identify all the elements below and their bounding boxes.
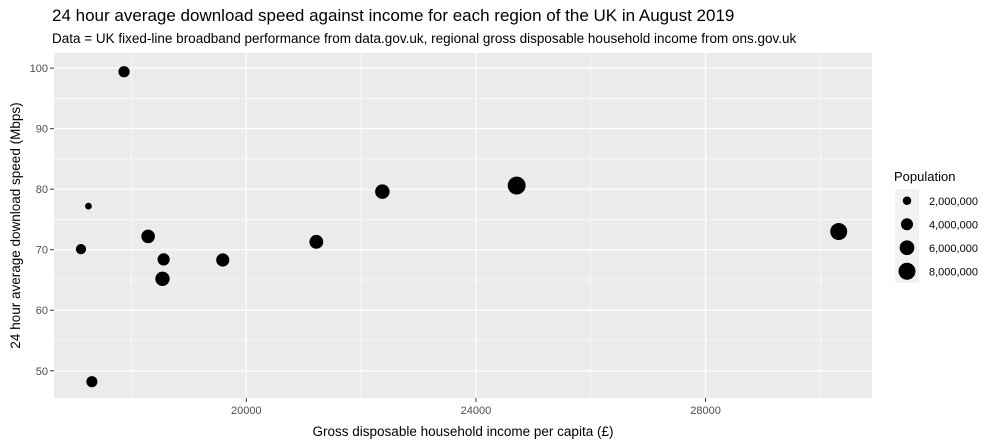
data-point — [216, 253, 230, 267]
legend-label: 4,000,000 — [929, 219, 978, 231]
y-tick-label: 80 — [36, 184, 48, 196]
axes: 20000 24000 28000 50 60 70 80 90 100 — [30, 63, 721, 417]
legend-label: 6,000,000 — [929, 243, 978, 255]
data-point — [75, 243, 87, 255]
x-axis-title: Gross disposable household income per ca… — [313, 424, 614, 439]
x-tick-label: 20000 — [231, 405, 262, 417]
legend-label: 8,000,000 — [929, 266, 978, 278]
data-point — [85, 202, 92, 210]
legend-key-point — [900, 218, 914, 231]
y-axis-title: 24 hour average download speed (Mbps) — [8, 102, 23, 348]
legend-key-point — [899, 240, 915, 256]
data-point — [830, 223, 848, 241]
plot-panel — [54, 53, 872, 398]
data-point — [141, 229, 155, 244]
chart-subtitle: Data = UK fixed-line broadband performan… — [52, 31, 797, 46]
legend-title: Population — [894, 169, 955, 184]
legend-label: 2,000,000 — [929, 196, 978, 208]
y-tick-label: 90 — [36, 124, 48, 136]
data-point — [118, 66, 130, 78]
data-point — [155, 271, 170, 286]
chart-title: 24 hour average download speed against i… — [52, 6, 735, 25]
y-tick-label: 100 — [30, 63, 48, 75]
data-point — [375, 184, 390, 199]
data-point — [86, 376, 98, 388]
grid-lines — [54, 53, 872, 398]
y-tick-label: 60 — [36, 305, 48, 317]
data-point — [309, 234, 324, 249]
y-tick-label: 50 — [36, 366, 48, 378]
data-point — [157, 253, 170, 266]
data-points — [75, 66, 848, 388]
data-point — [507, 176, 526, 195]
legend-key-point — [898, 262, 916, 280]
legend-key-point — [902, 196, 912, 205]
legend: Population 2,000,000 4,000,000 6,000,000 8,0… — [894, 169, 978, 283]
x-tick-label: 28000 — [690, 405, 721, 417]
x-tick-label: 24000 — [461, 405, 492, 417]
y-tick-label: 70 — [36, 245, 48, 257]
